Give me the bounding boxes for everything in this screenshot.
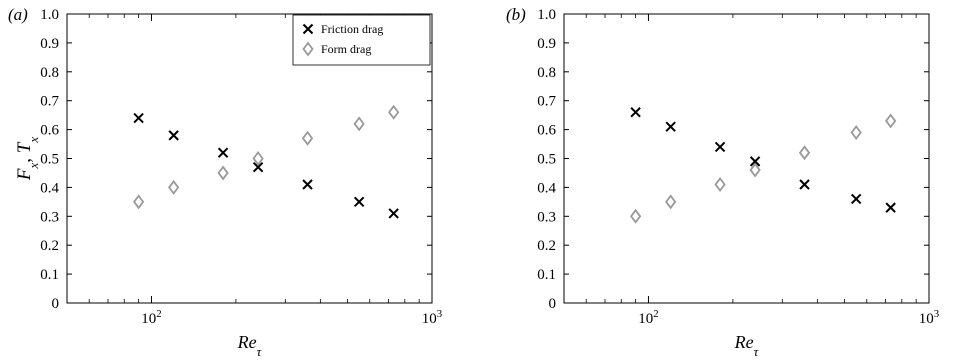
data-point bbox=[353, 196, 365, 208]
y-tick-label: 0.2 bbox=[537, 238, 556, 254]
y-tick-label: 0.9 bbox=[40, 36, 59, 52]
y-tick-label: 0.8 bbox=[537, 65, 556, 81]
data-point bbox=[629, 208, 642, 224]
y-tick-label: 0.6 bbox=[40, 123, 59, 139]
data-point bbox=[799, 179, 810, 190]
y-tick-label: 0.7 bbox=[40, 94, 59, 110]
y-tick-label: 0 bbox=[52, 296, 60, 312]
x-tick-label: 103 bbox=[919, 308, 939, 327]
y-tick-label: 0.3 bbox=[537, 209, 556, 225]
data-point bbox=[885, 202, 896, 213]
panel-b: 0 0.1 0.2 0.3 0.4 0.5 0.6 0.7 0.8 0.9 1.0 102 103 (b)… bbox=[506, 5, 939, 359]
data-point bbox=[714, 141, 726, 153]
data-point bbox=[217, 165, 229, 181]
y-tick-label: 0.2 bbox=[40, 238, 59, 254]
y-tick-label: 0.5 bbox=[537, 152, 556, 168]
data-point bbox=[798, 145, 811, 161]
series-friction-drag bbox=[133, 112, 399, 219]
legend-box bbox=[292, 14, 431, 66]
data-point bbox=[850, 193, 862, 205]
data-point bbox=[665, 121, 676, 132]
y-tick-label: 0.1 bbox=[40, 267, 59, 283]
data-point bbox=[749, 156, 761, 167]
y-tick-label: 0.1 bbox=[537, 267, 556, 283]
data-point bbox=[217, 147, 229, 158]
data-point bbox=[665, 194, 677, 210]
legend-marker-form bbox=[302, 41, 314, 57]
data-point bbox=[133, 112, 144, 124]
data-point bbox=[388, 104, 400, 120]
data-point bbox=[302, 179, 313, 190]
series-form-drag bbox=[132, 104, 400, 210]
y-tick-label: 0.9 bbox=[537, 36, 556, 52]
legend-label: Friction drag bbox=[321, 22, 383, 36]
x-axis-label: Reτ bbox=[237, 332, 263, 359]
data-point bbox=[885, 113, 897, 129]
data-point bbox=[168, 179, 180, 195]
legend: Friction drag Form drag bbox=[292, 14, 431, 66]
legend-marker-friction bbox=[302, 23, 314, 35]
data-point bbox=[850, 124, 862, 140]
y-tick-label: 0.5 bbox=[40, 152, 59, 168]
x-tick-label: 102 bbox=[141, 308, 161, 327]
data-point bbox=[749, 162, 761, 178]
data-point bbox=[252, 161, 264, 173]
x-tick-label: 102 bbox=[638, 308, 658, 327]
x-axis-label: Reτ bbox=[734, 332, 760, 359]
y-tick-label: 1.0 bbox=[40, 7, 59, 23]
y-tick-label: 0.7 bbox=[537, 94, 556, 110]
data-point bbox=[301, 130, 314, 146]
legend-label: Form drag bbox=[321, 42, 371, 56]
plot-frame bbox=[563, 13, 930, 304]
x-tick-label: 103 bbox=[422, 308, 442, 327]
y-tick-label: 0.3 bbox=[40, 209, 59, 225]
y-tick-label: 0.4 bbox=[40, 180, 59, 196]
panel-label: (b) bbox=[506, 5, 526, 24]
data-point bbox=[714, 177, 726, 193]
y-tick-label: 0.6 bbox=[537, 123, 556, 139]
series-friction-drag bbox=[630, 107, 896, 213]
y-axis-label: Fx, Tx bbox=[14, 137, 41, 181]
data-point bbox=[168, 130, 179, 141]
data-point bbox=[252, 151, 264, 166]
data-point bbox=[630, 107, 641, 118]
panel-label: (a) bbox=[8, 5, 28, 24]
series-form-drag bbox=[629, 113, 897, 224]
data-point bbox=[132, 194, 145, 210]
y-tick-label: 1.0 bbox=[537, 7, 556, 23]
data-point bbox=[353, 116, 365, 132]
y-tick-label: 0.8 bbox=[40, 65, 59, 81]
panel-a: 0 0.1 0.2 0.3 0.4 0.5 0.6 0.7 0.8 0.9 1.0 102 103 (a)… bbox=[8, 5, 442, 359]
y-tick-label: 0.4 bbox=[537, 180, 556, 196]
data-point bbox=[388, 208, 399, 219]
y-tick-label: 0 bbox=[549, 296, 557, 312]
